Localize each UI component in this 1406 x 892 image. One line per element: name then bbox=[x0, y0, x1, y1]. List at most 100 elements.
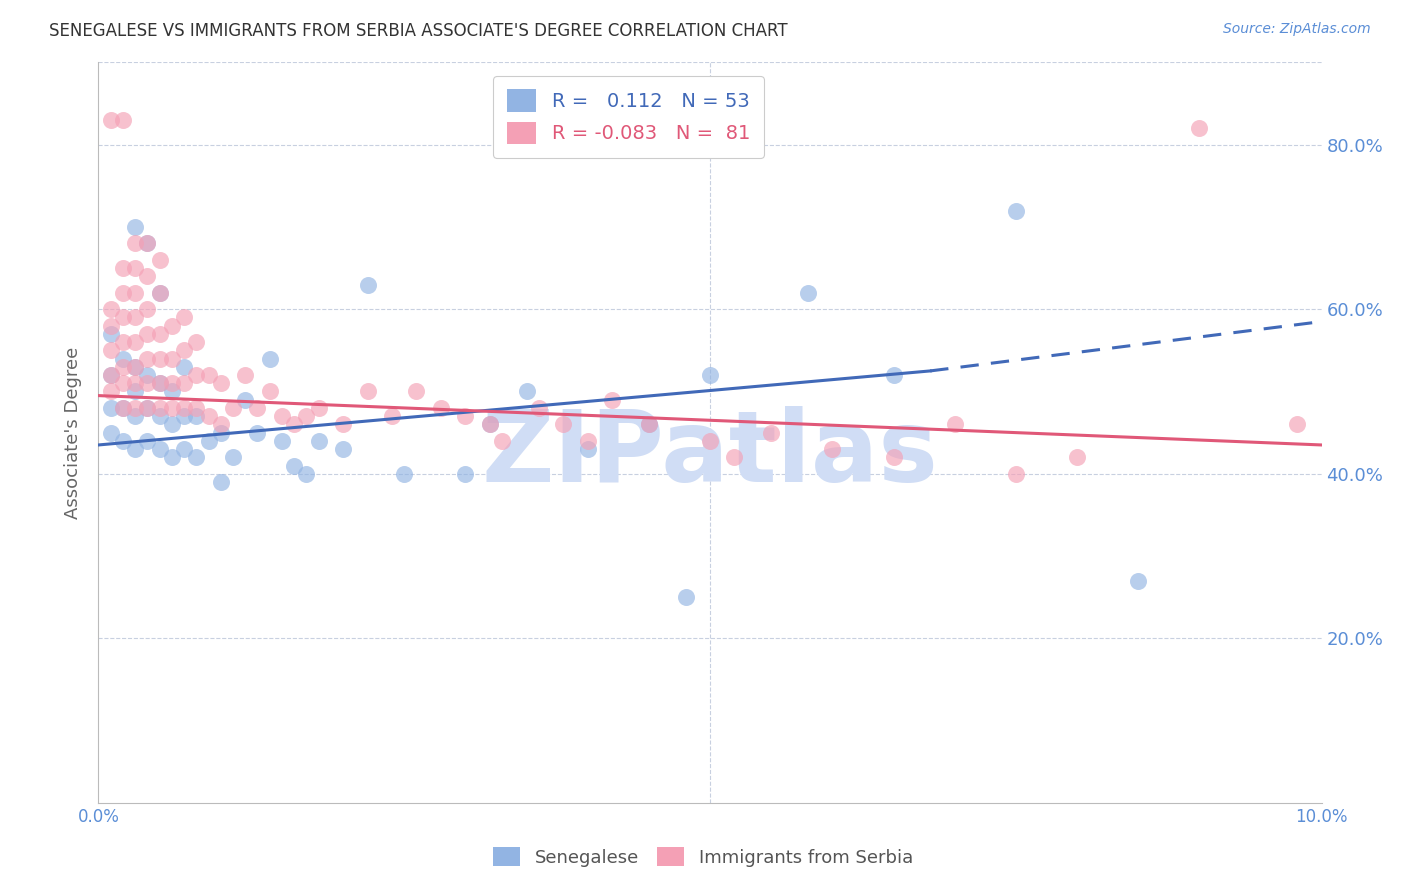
Point bbox=[136, 401, 159, 415]
Point bbox=[1004, 467, 1026, 481]
Point bbox=[283, 458, 305, 473]
Point bbox=[160, 351, 183, 366]
Point bbox=[270, 434, 292, 448]
Point bbox=[124, 335, 146, 350]
Point bbox=[149, 285, 172, 300]
Point bbox=[124, 261, 146, 276]
Point bbox=[332, 442, 354, 456]
Point bbox=[149, 326, 172, 341]
Point bbox=[405, 384, 427, 399]
Point bbox=[136, 236, 159, 251]
Point bbox=[160, 384, 183, 399]
Point bbox=[270, 409, 292, 424]
Point bbox=[356, 277, 378, 292]
Point bbox=[576, 442, 599, 456]
Point bbox=[124, 310, 146, 325]
Point bbox=[111, 285, 134, 300]
Point bbox=[136, 326, 159, 341]
Point bbox=[222, 450, 245, 465]
Point bbox=[1004, 203, 1026, 218]
Point bbox=[209, 425, 232, 440]
Point bbox=[381, 409, 404, 424]
Point bbox=[478, 417, 501, 432]
Point bbox=[124, 236, 146, 251]
Point bbox=[149, 376, 172, 391]
Point bbox=[209, 417, 232, 432]
Point bbox=[430, 401, 453, 415]
Point bbox=[1066, 450, 1088, 465]
Point bbox=[454, 409, 477, 424]
Point bbox=[821, 442, 844, 456]
Point bbox=[699, 368, 721, 382]
Point bbox=[160, 417, 183, 432]
Point bbox=[186, 450, 208, 465]
Point bbox=[124, 359, 146, 374]
Point bbox=[576, 434, 599, 448]
Text: Source: ZipAtlas.com: Source: ZipAtlas.com bbox=[1223, 22, 1371, 37]
Point bbox=[136, 236, 159, 251]
Point bbox=[723, 450, 745, 465]
Point bbox=[124, 384, 146, 399]
Point bbox=[160, 401, 183, 415]
Point bbox=[173, 401, 195, 415]
Point bbox=[295, 467, 318, 481]
Point bbox=[197, 409, 219, 424]
Point bbox=[246, 425, 269, 440]
Point bbox=[100, 302, 122, 317]
Text: ZIPatlas: ZIPatlas bbox=[482, 407, 938, 503]
Point bbox=[124, 285, 146, 300]
Point bbox=[111, 310, 134, 325]
Point bbox=[111, 401, 134, 415]
Point bbox=[308, 434, 330, 448]
Point bbox=[136, 302, 159, 317]
Point bbox=[111, 351, 134, 366]
Point bbox=[186, 368, 208, 382]
Point bbox=[111, 376, 134, 391]
Point bbox=[100, 343, 122, 358]
Point bbox=[356, 384, 378, 399]
Point bbox=[246, 401, 269, 415]
Point bbox=[197, 434, 219, 448]
Point bbox=[209, 376, 232, 391]
Point bbox=[233, 392, 256, 407]
Point bbox=[699, 434, 721, 448]
Point bbox=[124, 409, 146, 424]
Point bbox=[173, 409, 195, 424]
Text: SENEGALESE VS IMMIGRANTS FROM SERBIA ASSOCIATE'S DEGREE CORRELATION CHART: SENEGALESE VS IMMIGRANTS FROM SERBIA ASS… bbox=[49, 22, 787, 40]
Point bbox=[259, 384, 281, 399]
Point bbox=[173, 442, 195, 456]
Point bbox=[173, 343, 195, 358]
Point bbox=[637, 417, 661, 432]
Point bbox=[392, 467, 416, 481]
Point bbox=[332, 417, 354, 432]
Point bbox=[173, 376, 195, 391]
Point bbox=[100, 318, 122, 333]
Point bbox=[149, 285, 172, 300]
Point bbox=[111, 335, 134, 350]
Point bbox=[111, 261, 134, 276]
Legend: R =   0.112   N = 53, R = -0.083   N =  81: R = 0.112 N = 53, R = -0.083 N = 81 bbox=[494, 76, 763, 158]
Point bbox=[797, 285, 820, 300]
Point bbox=[283, 417, 305, 432]
Point bbox=[100, 425, 122, 440]
Point bbox=[111, 113, 134, 128]
Point bbox=[600, 392, 623, 407]
Point bbox=[124, 442, 146, 456]
Point bbox=[136, 376, 159, 391]
Point bbox=[491, 434, 513, 448]
Point bbox=[160, 376, 183, 391]
Point bbox=[100, 384, 122, 399]
Point bbox=[943, 417, 966, 432]
Point bbox=[222, 401, 245, 415]
Point bbox=[160, 450, 183, 465]
Point bbox=[160, 318, 183, 333]
Point bbox=[1128, 574, 1150, 588]
Point bbox=[259, 351, 281, 366]
Point bbox=[136, 434, 159, 448]
Point bbox=[111, 401, 134, 415]
Point bbox=[100, 326, 122, 341]
Legend: Senegalese, Immigrants from Serbia: Senegalese, Immigrants from Serbia bbox=[486, 840, 920, 874]
Point bbox=[295, 409, 318, 424]
Point bbox=[136, 269, 159, 284]
Point bbox=[136, 351, 159, 366]
